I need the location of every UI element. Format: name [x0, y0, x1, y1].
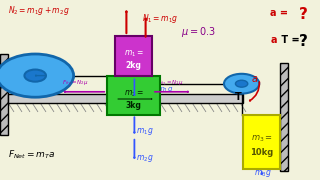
Text: ?: ?: [299, 34, 308, 49]
Text: ?: ?: [299, 7, 308, 22]
Bar: [280, 63, 288, 171]
Text: T =: T =: [278, 35, 300, 45]
Text: a: a: [270, 35, 277, 45]
Text: a: a: [252, 74, 257, 84]
Bar: [243, 115, 280, 169]
Text: $m_1g$: $m_1g$: [136, 126, 154, 137]
Text: $m_3=$: $m_3=$: [251, 133, 273, 144]
Text: $F_{fr_2}=N_2\mu$: $F_{fr_2}=N_2\mu$: [62, 79, 89, 88]
Text: 10kg: 10kg: [250, 148, 273, 157]
Text: $m_1g$: $m_1g$: [157, 85, 173, 95]
Text: $N_1=m_1g$: $N_1=m_1g$: [142, 12, 179, 24]
Text: $F_{Net} = m_T a$: $F_{Net} = m_T a$: [8, 148, 55, 161]
Text: $m_2=$: $m_2=$: [124, 88, 144, 99]
Bar: [8, 94, 243, 103]
Bar: [107, 76, 160, 115]
Text: $m_3g$: $m_3g$: [253, 168, 271, 179]
Text: $\mathit{\mu}=0.3$: $\mathit{\mu}=0.3$: [181, 25, 216, 39]
Text: $F_{fr_1}=N_1\mu$: $F_{fr_1}=N_1\mu$: [157, 79, 184, 88]
Circle shape: [24, 69, 46, 82]
Text: a =: a =: [270, 8, 288, 18]
Circle shape: [0, 54, 74, 97]
Text: 2kg: 2kg: [126, 61, 141, 70]
Bar: [115, 36, 152, 76]
Circle shape: [224, 74, 259, 94]
Text: T: T: [235, 92, 242, 102]
Text: $m_1=$: $m_1=$: [124, 49, 144, 59]
Circle shape: [236, 80, 248, 87]
Bar: [0, 54, 8, 135]
Text: 3kg: 3kg: [126, 101, 141, 110]
Text: $m_2g$: $m_2g$: [136, 153, 154, 164]
Text: $N_2=m_1g+m_2g$: $N_2=m_1g+m_2g$: [8, 4, 70, 17]
